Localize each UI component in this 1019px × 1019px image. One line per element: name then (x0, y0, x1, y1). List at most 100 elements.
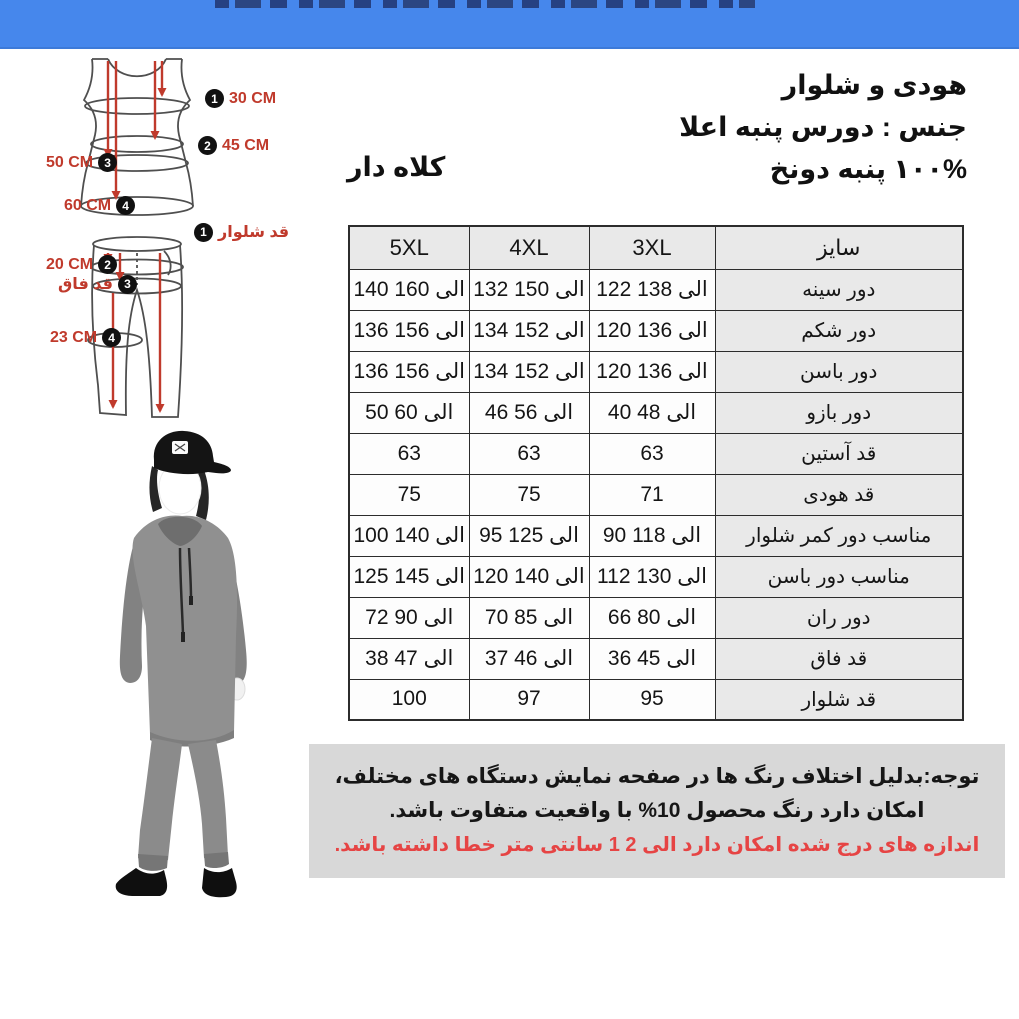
cell-5xl: 50 الی 60 (348, 391, 470, 434)
table-row: دور سینه 122 الی 138 132 الی 150 140 الی… (348, 268, 964, 311)
notice-box: توجه:بدلیل اختلاف رنگ ها در صفحه نمایش د… (309, 744, 1005, 878)
table-row: قد شلوار 95 97 100 (348, 678, 964, 721)
notice-line-3-warning: اندازه های درج شده امکان دارد ‪1 الی 2‬ … (334, 834, 980, 856)
row-label: دور شکم (714, 309, 964, 352)
badge-1-icon: 1 (194, 222, 213, 242)
cell-5xl: 38 الی 47 (348, 637, 470, 680)
row-label: قد فاق (714, 637, 964, 680)
cell-4xl: 95 الی 125 (468, 514, 590, 557)
measure-label-text: قد فاق (58, 276, 113, 293)
table-row: قد آستین 63 63 63 (348, 432, 964, 475)
cell-4xl: 134 الی 152 (468, 309, 590, 352)
col-header-3xl: 3XL (588, 225, 716, 270)
cell-3xl: 71 (588, 473, 716, 516)
badge-3-icon: 3 (98, 153, 118, 172)
cell-3xl: 66 الی 80 (588, 596, 716, 639)
notice-line-1: توجه:بدلیل اختلاف رنگ ها در صفحه نمایش د… (334, 765, 980, 788)
measure-label-30cm: 1 30 CM (205, 89, 276, 108)
tank-top-outline (80, 58, 194, 216)
badge-2-icon: 2 (98, 255, 118, 274)
measure-label-text: قد شلوار (218, 224, 290, 241)
cell-4xl: 120 الی 140 (468, 555, 590, 598)
measure-label-60cm: 60 CM 4 (64, 196, 136, 215)
col-header-5xl: 5XL (348, 225, 470, 270)
tank-measure-arrows (103, 61, 167, 200)
measure-label-pants-length: 1 قد شلوار (194, 222, 289, 242)
cell-5xl: 72 الی 90 (348, 596, 470, 639)
boots (115, 868, 168, 896)
cell-3xl: 36 الی 45 (588, 637, 716, 680)
cell-4xl: 97 (468, 678, 590, 721)
cell-5xl: 136 الی 156 (348, 309, 470, 352)
cell-4xl: 132 الی 150 (468, 268, 590, 311)
cell-4xl: 63 (468, 432, 590, 475)
cell-4xl: 134 الی 152 (468, 350, 590, 393)
cell-3xl: 90 الی 118 (588, 514, 716, 557)
col-header-size: سایز (714, 225, 964, 270)
notice-line-2: امکان دارد رنگ محصول 10% با واقعیت متفاو… (389, 799, 925, 822)
table-row: مناسب دور کمر شلوار 90 الی 118 95 الی 12… (348, 514, 964, 557)
row-label: دور سینه (714, 268, 964, 311)
row-label: مناسب دور باسن (714, 555, 964, 598)
cell-5xl: 100 الی 140 (348, 514, 470, 557)
cell-3xl: 120 الی 136 (588, 309, 716, 352)
badge-2-icon: 2 (198, 136, 217, 155)
table-row: قد فاق 36 الی 45 37 الی 46 38 الی 47 (348, 637, 964, 680)
row-label: دور باسن (714, 350, 964, 393)
cell-5xl: 140 الی 160 (348, 268, 470, 311)
measure-label-text: 45 CM (222, 136, 270, 154)
measure-label-20cm: 20 CM 2 (46, 255, 118, 274)
row-label: مناسب دور کمر شلوار (714, 514, 964, 557)
product-material: جنس : دورس پنبه اعلا (679, 112, 967, 142)
cell-3xl: 122 الی 138 (588, 268, 716, 311)
cell-3xl: 120 الی 136 (588, 350, 716, 393)
measure-label-rise: قد فاق 3 (58, 274, 137, 294)
hood-note: کلاه دار (347, 152, 446, 182)
table-row: دور شکم 120 الی 136 134 الی 152 136 الی … (348, 309, 964, 352)
badge-4-icon: 4 (102, 328, 122, 347)
cell-3xl: 95 (588, 678, 716, 721)
col-header-4xl: 4XL (468, 225, 590, 270)
measure-label-50cm: 50 CM 3 (46, 153, 118, 172)
table-row: قد هودی 71 75 75 (348, 473, 964, 516)
product-info-block: هودی و شلوار جنس : دورس پنبه اعلا ۱۰۰% پ… (547, 64, 967, 190)
top-blue-bar (0, 0, 1019, 49)
row-label: قد آستین (714, 432, 964, 475)
table-row: دور بازو 40 الی 48 46 الی 56 50 الی 60 (348, 391, 964, 434)
cell-5xl: 75 (348, 473, 470, 516)
cell-4xl: 75 (468, 473, 590, 516)
measure-label-text: 60 CM (64, 196, 112, 214)
measure-label-text: 50 CM (46, 153, 94, 171)
measure-label-text: 30 CM (229, 89, 277, 107)
cell-4xl: 70 الی 85 (468, 596, 590, 639)
cell-5xl: 125 الی 145 (348, 555, 470, 598)
badge-4-icon: 4 (116, 196, 136, 215)
cell-3xl: 40 الی 48 (588, 391, 716, 434)
row-label: قد هودی (714, 473, 964, 516)
row-label: دور ران (714, 596, 964, 639)
measure-label-45cm: 2 45 CM (198, 136, 269, 155)
model-photo (115, 430, 247, 898)
cell-4xl: 37 الی 46 (468, 637, 590, 680)
table-row: مناسب دور باسن 112 الی 130 120 الی 140 1… (348, 555, 964, 598)
badge-1-icon: 1 (205, 89, 224, 108)
cell-5xl: 100 (348, 678, 470, 721)
size-table: سایز 3XL 4XL 5XL دور سینه 122 الی 138 13… (348, 225, 964, 721)
row-label: دور بازو (714, 391, 964, 434)
measure-label-23cm: 23 CM 4 (50, 328, 122, 347)
badge-3-icon: 3 (117, 274, 137, 294)
cap (153, 430, 231, 475)
cell-5xl: 63 (348, 432, 470, 475)
cell-3xl: 63 (588, 432, 716, 475)
row-label: قد شلوار (714, 678, 964, 721)
cell-5xl: 136 الی 156 (348, 350, 470, 393)
cell-3xl: 112 الی 130 (588, 555, 716, 598)
product-title: هودی و شلوار (781, 70, 967, 100)
hoodie (132, 515, 238, 742)
measure-label-text: 20 CM (46, 255, 94, 273)
measure-label-text: 23 CM (50, 328, 98, 346)
measurement-diagram (80, 58, 194, 418)
table-row: دور باسن 120 الی 136 134 الی 152 136 الی… (348, 350, 964, 393)
product-fabric: ۱۰۰% پنبه دونخ (769, 154, 967, 184)
